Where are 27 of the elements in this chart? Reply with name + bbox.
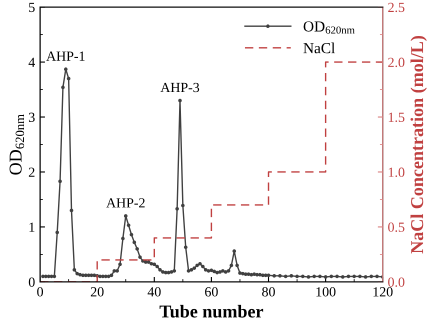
legend-label: NaCl xyxy=(303,42,335,54)
y-axis-title: OD$_{620nm}$ xyxy=(10,114,24,175)
y2-tick-label: 2.0 xyxy=(388,58,404,68)
x-tick-label: 20 xyxy=(90,287,104,297)
x-tick-label: 0 xyxy=(37,287,44,297)
x-tick-label: 40 xyxy=(148,287,161,297)
y2-tick-label: 1.5 xyxy=(388,112,404,122)
x-tick-label: 80 xyxy=(262,287,275,297)
y2-tick-label: 1.0 xyxy=(388,168,404,177)
legend-label: OD$_{620nm}$ xyxy=(304,21,355,34)
y2-tick-label: 0.5 xyxy=(388,222,404,232)
y-tick-label: 0 xyxy=(28,277,35,287)
annotation: AHP-2 xyxy=(106,198,145,208)
y-tick-label: 2 xyxy=(28,168,34,177)
y-tick-label: 4 xyxy=(28,58,36,67)
annotation: AHP-3 xyxy=(160,82,200,92)
y-tick-label: 1 xyxy=(30,222,34,232)
y-tick-label: 5 xyxy=(29,2,35,12)
y2-tick-label: 2.5 xyxy=(388,2,404,12)
y2-tick-label: 0.0 xyxy=(388,277,404,287)
y2-axis-title: NaCl Concentration (mol/L) xyxy=(410,36,427,254)
x-axis-title: Tube number xyxy=(160,304,264,318)
annotation: AHP-1 xyxy=(46,52,85,61)
y-tick-label: 3 xyxy=(28,112,35,122)
x-tick-label: 60 xyxy=(205,287,218,297)
x-tick-label: 100 xyxy=(316,287,336,297)
x-tick-label: 120 xyxy=(374,287,393,297)
